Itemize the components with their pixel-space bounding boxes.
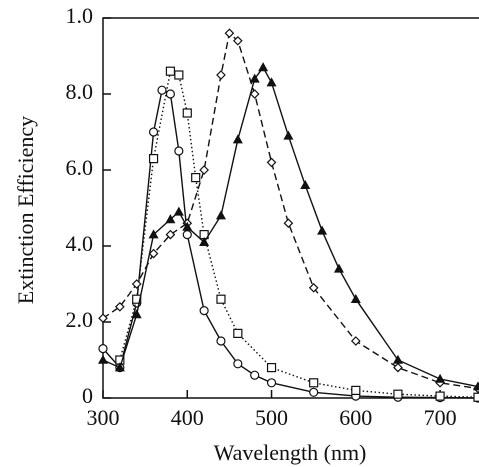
marker [317,225,328,235]
marker [97,354,109,364]
marker [173,206,184,216]
marker [435,373,446,383]
y-tick-label: 1.0 [66,3,94,28]
y-tick-label: 6.0 [66,155,94,180]
marker [148,229,159,239]
series-line [119,70,479,398]
y-axis-label: Extinction Efficiency [13,116,38,304]
marker [132,294,142,304]
y-tick-label: 4.0 [66,231,94,256]
x-tick-label: 500 [255,405,288,430]
marker [392,354,403,364]
marker [233,328,243,338]
marker [308,282,319,293]
marker [199,306,209,316]
marker [473,392,479,402]
marker [232,134,243,144]
marker [266,157,277,168]
marker [98,313,108,324]
marker [393,389,403,399]
marker [148,154,159,164]
x-axis-label: Wavelength (nm) [214,440,367,465]
plot-frame [102,17,479,399]
marker [182,221,193,231]
marker [174,70,184,80]
marker [131,309,142,319]
marker [165,89,176,99]
marker [249,73,260,83]
marker [216,294,226,304]
marker [266,378,277,388]
marker [435,391,445,401]
marker [131,279,142,289]
marker [333,263,344,273]
marker [350,336,361,346]
marker [283,218,294,229]
marker [309,378,319,388]
y-tick-label: 0 [82,383,93,408]
marker [157,85,167,95]
marker [258,62,269,72]
y-tick-label: 8.0 [66,79,94,104]
marker [215,210,226,220]
marker [232,35,243,46]
marker [309,387,319,397]
marker [216,336,226,346]
series-line [102,31,479,390]
marker [114,362,125,372]
marker [283,130,294,140]
marker [115,301,125,312]
marker [250,370,260,380]
marker [148,127,159,137]
marker [393,362,403,373]
marker [249,89,260,99]
y-tick-label: 2.0 [66,307,94,332]
marker [199,165,209,175]
marker [191,173,201,183]
marker [182,230,192,240]
x-tick-label: 700 [424,405,457,430]
x-tick-label: 600 [339,405,372,430]
marker [472,381,479,391]
x-tick-label: 400 [171,405,204,430]
marker [165,214,176,224]
marker [351,385,361,395]
marker [266,77,277,87]
marker [233,359,243,369]
marker [148,248,159,259]
marker [300,179,311,189]
marker [165,229,176,240]
marker [182,108,192,118]
marker [199,236,210,246]
marker [174,146,184,156]
marker [216,70,226,80]
x-tick-label: 300 [87,405,120,430]
marker [350,293,361,303]
marker [224,28,235,39]
marker [266,363,277,373]
marker [98,344,108,354]
marker [165,66,176,76]
